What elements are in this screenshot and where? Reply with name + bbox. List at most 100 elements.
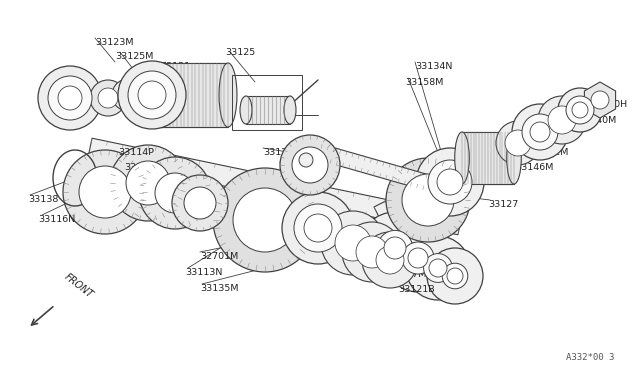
Ellipse shape <box>219 63 237 127</box>
Polygon shape <box>462 132 514 184</box>
Ellipse shape <box>110 145 186 221</box>
Ellipse shape <box>402 174 454 226</box>
Ellipse shape <box>572 102 588 118</box>
Text: 33114P: 33114P <box>124 163 160 172</box>
Ellipse shape <box>406 236 470 300</box>
Ellipse shape <box>280 135 340 195</box>
Ellipse shape <box>437 169 463 195</box>
Text: FRONT: FRONT <box>63 272 95 300</box>
Ellipse shape <box>118 61 186 129</box>
Text: 33153: 33153 <box>278 162 308 171</box>
Polygon shape <box>318 144 427 190</box>
Text: 33146M: 33146M <box>515 163 554 172</box>
Text: 33116N: 33116N <box>38 215 76 224</box>
Ellipse shape <box>213 168 317 272</box>
Ellipse shape <box>139 63 157 127</box>
Ellipse shape <box>538 96 586 144</box>
Text: 33134N: 33134N <box>415 62 452 71</box>
Text: 33120G: 33120G <box>133 177 170 186</box>
Ellipse shape <box>112 79 144 111</box>
Ellipse shape <box>376 246 404 274</box>
Ellipse shape <box>240 96 252 124</box>
Ellipse shape <box>58 86 82 110</box>
Polygon shape <box>584 82 616 118</box>
Text: 33138: 33138 <box>28 195 58 204</box>
Polygon shape <box>246 96 290 124</box>
Bar <box>232 75 302 130</box>
Ellipse shape <box>342 222 402 282</box>
Ellipse shape <box>558 88 602 132</box>
Ellipse shape <box>362 232 418 288</box>
Ellipse shape <box>384 224 452 292</box>
Text: 33125M: 33125M <box>115 52 154 61</box>
Text: 32140H: 32140H <box>590 100 627 109</box>
Ellipse shape <box>378 230 413 266</box>
Ellipse shape <box>386 158 470 242</box>
Ellipse shape <box>548 106 576 134</box>
Ellipse shape <box>282 192 354 264</box>
Ellipse shape <box>155 173 195 213</box>
Ellipse shape <box>48 76 92 120</box>
Ellipse shape <box>138 81 166 109</box>
Polygon shape <box>148 63 228 127</box>
Ellipse shape <box>455 132 469 184</box>
Ellipse shape <box>292 147 328 183</box>
Text: 33152M: 33152M <box>530 148 568 157</box>
Ellipse shape <box>359 212 431 284</box>
Ellipse shape <box>139 157 211 229</box>
Text: 33113N: 33113N <box>185 268 222 277</box>
Ellipse shape <box>128 71 176 119</box>
Polygon shape <box>374 100 596 223</box>
Ellipse shape <box>384 237 406 259</box>
Text: 33127: 33127 <box>488 200 518 209</box>
Ellipse shape <box>79 166 131 218</box>
Polygon shape <box>88 138 462 235</box>
Ellipse shape <box>591 91 609 109</box>
Text: 33120: 33120 <box>263 148 293 157</box>
Ellipse shape <box>38 66 102 130</box>
Ellipse shape <box>429 259 447 277</box>
Ellipse shape <box>284 96 296 124</box>
Ellipse shape <box>304 214 332 242</box>
Text: 33125N: 33125N <box>380 255 417 264</box>
Ellipse shape <box>356 236 388 268</box>
Ellipse shape <box>566 96 594 124</box>
Ellipse shape <box>408 248 428 268</box>
Text: 32140M: 32140M <box>578 116 616 125</box>
Text: 33120B: 33120B <box>52 100 88 109</box>
Ellipse shape <box>427 248 483 304</box>
Ellipse shape <box>172 175 228 231</box>
Ellipse shape <box>507 132 521 184</box>
Ellipse shape <box>335 225 371 261</box>
Ellipse shape <box>505 130 531 156</box>
Ellipse shape <box>424 254 452 282</box>
Text: 32701M: 32701M <box>200 252 238 261</box>
Ellipse shape <box>442 263 468 289</box>
Text: 33121: 33121 <box>160 62 190 71</box>
Ellipse shape <box>63 150 147 234</box>
Text: 33121B: 33121B <box>398 285 435 294</box>
Text: 33147M: 33147M <box>388 270 426 279</box>
Ellipse shape <box>119 86 137 104</box>
Text: 33123M: 33123M <box>95 38 134 47</box>
Text: A332*00 3: A332*00 3 <box>566 353 614 362</box>
Ellipse shape <box>321 211 385 275</box>
Ellipse shape <box>428 160 472 204</box>
Ellipse shape <box>299 153 313 167</box>
Ellipse shape <box>496 121 540 165</box>
Ellipse shape <box>294 204 342 252</box>
Ellipse shape <box>233 188 297 252</box>
Text: 33114P: 33114P <box>118 148 154 157</box>
Ellipse shape <box>447 268 463 284</box>
Ellipse shape <box>98 88 118 108</box>
Text: 33135M: 33135M <box>200 284 239 293</box>
Ellipse shape <box>522 114 558 150</box>
Ellipse shape <box>402 242 434 274</box>
Ellipse shape <box>184 187 216 219</box>
Text: 33158M: 33158M <box>405 78 444 87</box>
Ellipse shape <box>90 80 126 116</box>
Ellipse shape <box>512 104 568 160</box>
Text: 33125: 33125 <box>225 48 255 57</box>
Ellipse shape <box>530 122 550 142</box>
Ellipse shape <box>126 161 170 205</box>
